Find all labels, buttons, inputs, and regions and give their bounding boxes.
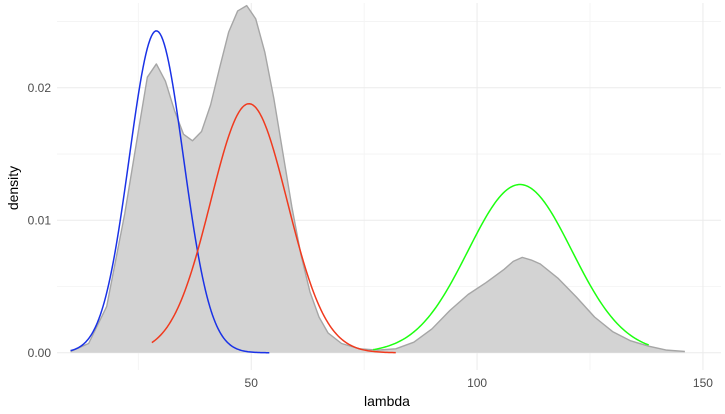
- density-area-fill: [70, 5, 685, 353]
- y-tick-label: 0.02: [28, 81, 52, 95]
- x-axis-title: lambda: [364, 393, 410, 409]
- series-layer: [70, 4, 685, 354]
- component-curve-2: [151, 102, 396, 354]
- x-tick-label: 150: [693, 376, 713, 390]
- x-axis-ticks: 50 100 150: [245, 376, 714, 390]
- y-tick-label: 0.01: [28, 213, 52, 227]
- y-axis-ticks: 0.00 0.01 0.02: [28, 81, 52, 360]
- x-tick-label: 50: [245, 376, 259, 390]
- y-axis-title: density: [5, 166, 21, 210]
- y-tick-label: 0.00: [28, 346, 52, 360]
- component-curve-1: [70, 30, 270, 354]
- density-outline: [70, 4, 685, 353]
- component-curve-3: [373, 183, 649, 351]
- x-tick-label: 100: [467, 376, 487, 390]
